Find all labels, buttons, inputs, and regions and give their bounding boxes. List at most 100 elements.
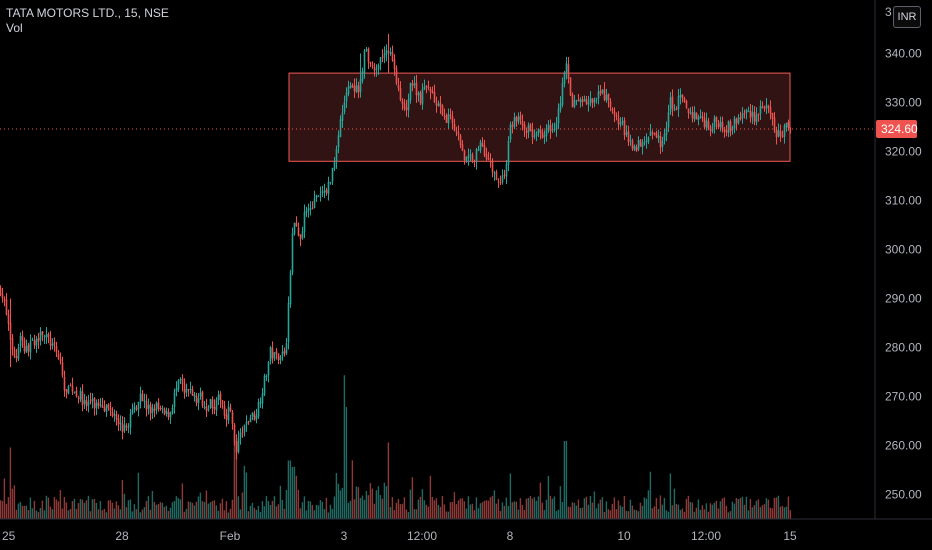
volume-bar [297, 489, 300, 519]
volume-bar [385, 486, 388, 519]
candle-body [319, 193, 322, 195]
candle-body [143, 400, 146, 402]
volume-bar [539, 482, 542, 519]
volume-bar [21, 505, 24, 519]
candle-body [245, 421, 248, 425]
candle-body [217, 394, 220, 400]
candle-body [163, 409, 166, 415]
candle-body [171, 407, 174, 414]
candle-body [75, 390, 78, 397]
volume-bar [617, 500, 620, 519]
volume-bar [105, 512, 108, 519]
candle-body [195, 395, 198, 403]
volume-bar [413, 509, 416, 519]
volume-bar [557, 509, 560, 519]
volume-bar [169, 507, 172, 519]
candle-body [491, 160, 494, 173]
volume-bar [381, 498, 384, 519]
volume-bar [621, 506, 624, 519]
volume-bar [49, 506, 52, 519]
candle-body [267, 362, 270, 376]
candle-body [255, 415, 258, 420]
candle-body [617, 118, 620, 125]
volume-bar [697, 499, 700, 519]
candle-body [113, 414, 116, 416]
volume-bar [189, 501, 192, 519]
volume-bar [61, 508, 64, 519]
symbol-title[interactable]: TATA MOTORS LTD., 15, NSE [6, 6, 169, 20]
candle-body [359, 79, 362, 93]
volume-bar [367, 495, 370, 519]
candle-body [561, 83, 564, 105]
volume-indicator-label[interactable]: Vol [6, 21, 23, 35]
volume-bar [749, 499, 752, 519]
candle-body [601, 89, 604, 93]
candle-body [295, 222, 298, 227]
volume-bar [139, 512, 142, 519]
volume-bar [741, 496, 744, 519]
volume-bar [233, 441, 236, 519]
candle-body [493, 172, 496, 174]
volume-bar [193, 505, 196, 519]
volume-bar [101, 510, 104, 519]
volume-bar [681, 508, 684, 519]
candle-body [417, 92, 420, 96]
candle-body [555, 123, 558, 130]
volume-bar [251, 502, 254, 519]
candle-body [609, 101, 612, 108]
candle-body [183, 383, 186, 394]
candle-body [49, 337, 52, 346]
candle-body [573, 100, 576, 107]
volume-bar [789, 510, 792, 519]
candle-body [83, 400, 86, 404]
candle-body [151, 407, 154, 413]
candle-body [43, 335, 46, 337]
candle-body [339, 119, 342, 137]
candle-body [563, 72, 566, 84]
volume-bar [489, 497, 492, 519]
volume-bar [651, 508, 654, 519]
candle-body [575, 100, 578, 102]
volume-bar [415, 509, 418, 519]
volume-bar [179, 499, 182, 519]
candle-body [247, 421, 250, 423]
volume-bar [63, 497, 66, 519]
candle-body [663, 133, 666, 141]
volume-bars [0, 375, 792, 519]
volume-bar [117, 505, 120, 519]
candle-body [47, 334, 50, 338]
price-axis[interactable]: 250.00 260.00 270.00 280.00 290.00 300.00 310.… [874, 0, 922, 519]
candle-body [541, 132, 544, 138]
volume-bar [173, 500, 176, 519]
volume-bar [285, 489, 288, 519]
candle-body [379, 57, 382, 64]
price-tick-label: 330.00 [885, 96, 922, 110]
candle-body [149, 404, 152, 414]
volume-bar [349, 500, 352, 519]
volume-bar [787, 496, 790, 519]
volume-bar [281, 499, 284, 519]
volume-bar [559, 486, 562, 519]
time-tick-label: 3 [341, 529, 348, 543]
candle-body [519, 115, 522, 120]
candle-body [635, 147, 638, 151]
candle-body [515, 116, 518, 122]
volume-bar [769, 507, 772, 519]
candle-body [489, 160, 492, 163]
candle-body [593, 99, 596, 103]
candle-body [99, 404, 102, 406]
candle-body [165, 410, 168, 414]
candle-body [93, 397, 96, 409]
candle-body [729, 121, 732, 132]
volume-bar [409, 489, 412, 519]
volume-bar [219, 503, 222, 519]
volume-bar [225, 501, 228, 519]
time-tick-label: 10 [617, 529, 631, 543]
candle-body [229, 407, 232, 412]
volume-bar [379, 495, 382, 519]
candle-body [709, 129, 712, 131]
currency-badge[interactable]: INR [893, 6, 921, 28]
time-axis[interactable]: 25 28 Feb 3 12:00 8 10 12:00 15 [0, 518, 932, 543]
candle-body [243, 424, 246, 433]
